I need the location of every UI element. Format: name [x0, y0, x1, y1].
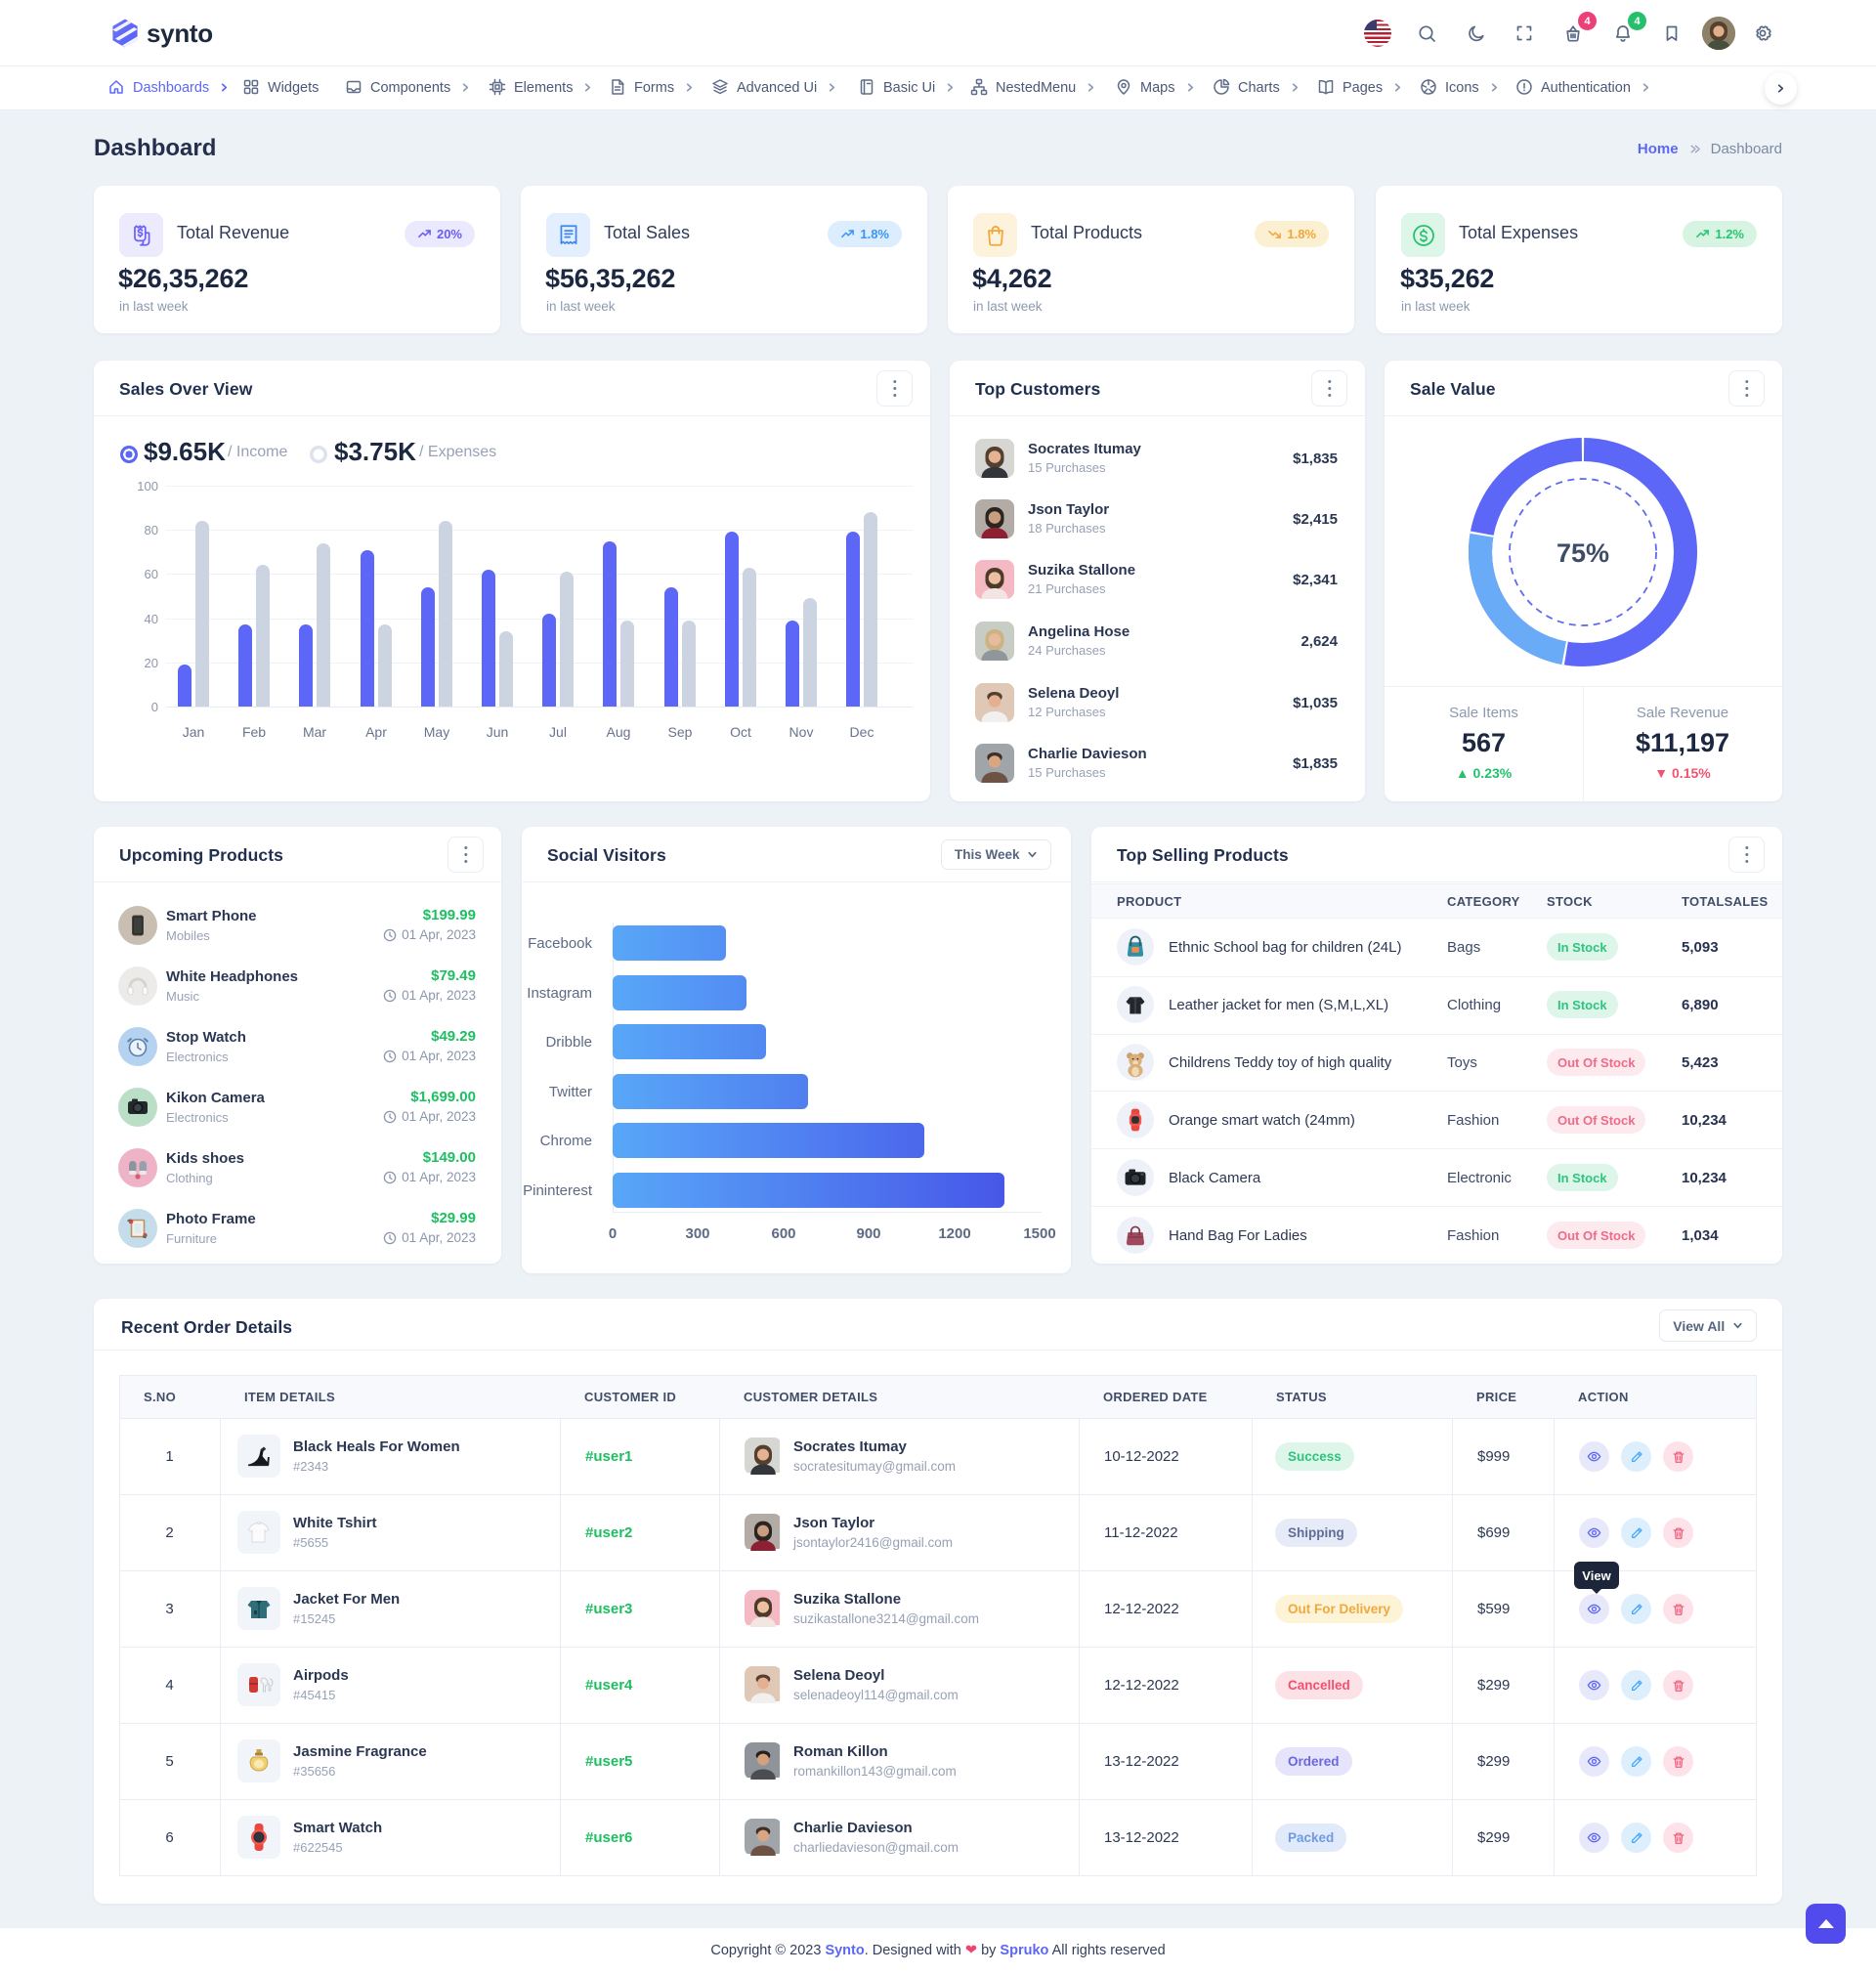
svg-text:75%: 75%: [1556, 538, 1609, 568]
